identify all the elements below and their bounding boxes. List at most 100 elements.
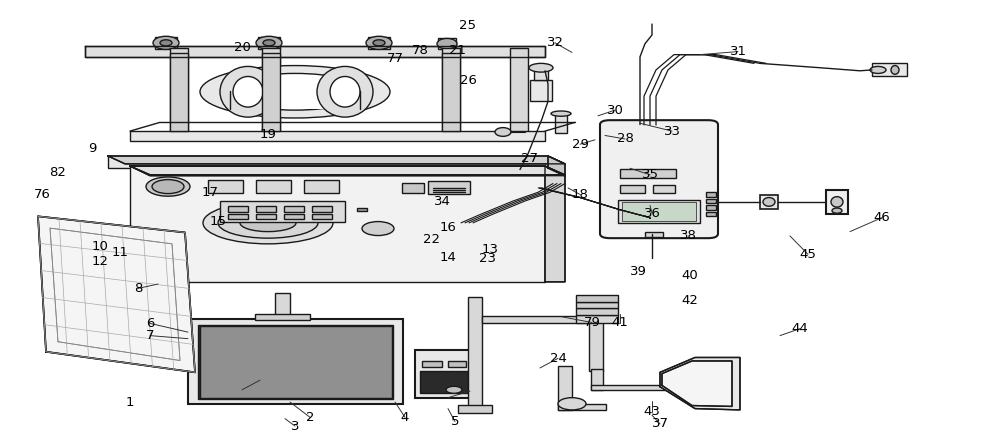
Text: 2: 2	[306, 411, 314, 424]
Ellipse shape	[225, 73, 365, 110]
Polygon shape	[548, 156, 565, 176]
Ellipse shape	[152, 180, 184, 194]
Text: 10: 10	[92, 240, 108, 253]
Bar	[258, 37, 280, 49]
Bar	[304, 180, 339, 193]
Bar	[312, 214, 332, 219]
Bar	[428, 181, 470, 194]
Ellipse shape	[437, 38, 457, 49]
Bar	[482, 316, 597, 323]
Bar	[706, 199, 716, 203]
Bar	[591, 369, 603, 390]
Bar	[706, 205, 716, 210]
Text: 36: 36	[644, 207, 660, 220]
Bar	[256, 206, 276, 212]
Text: 43: 43	[644, 405, 660, 418]
Bar	[510, 48, 528, 133]
Bar	[555, 114, 567, 133]
Text: 16: 16	[440, 221, 456, 234]
Ellipse shape	[263, 40, 275, 46]
Bar	[108, 156, 548, 168]
Text: 11: 11	[112, 246, 128, 259]
Bar	[576, 302, 618, 308]
Bar	[458, 405, 492, 413]
Text: 21: 21	[450, 44, 466, 57]
Bar	[402, 183, 424, 193]
Bar	[284, 214, 304, 219]
Bar	[576, 295, 618, 302]
Text: 17: 17	[202, 186, 218, 199]
Bar	[170, 48, 188, 133]
Ellipse shape	[240, 214, 296, 232]
Ellipse shape	[891, 66, 899, 74]
Bar	[262, 53, 280, 131]
Bar	[415, 350, 473, 398]
Polygon shape	[660, 357, 740, 410]
Text: 9: 9	[88, 142, 96, 155]
FancyBboxPatch shape	[600, 120, 718, 238]
Text: 20: 20	[234, 41, 250, 54]
Ellipse shape	[446, 386, 462, 393]
Polygon shape	[130, 166, 565, 175]
Bar	[422, 361, 442, 367]
Text: 7: 7	[146, 329, 154, 342]
Bar	[255, 314, 310, 320]
Bar	[198, 325, 393, 399]
Ellipse shape	[832, 208, 842, 213]
Bar	[262, 48, 280, 133]
Ellipse shape	[220, 66, 276, 117]
Text: 29: 29	[572, 138, 588, 151]
Bar	[357, 208, 367, 211]
Ellipse shape	[763, 198, 775, 206]
Text: 22: 22	[424, 233, 440, 246]
Ellipse shape	[495, 128, 511, 136]
Bar	[620, 185, 645, 193]
Text: 42: 42	[682, 294, 698, 307]
Text: 37: 37	[652, 417, 668, 430]
Bar	[618, 200, 700, 223]
Text: 79: 79	[584, 316, 600, 329]
Text: 18: 18	[572, 188, 588, 201]
Ellipse shape	[558, 398, 586, 410]
Polygon shape	[108, 156, 565, 164]
Text: 13: 13	[482, 243, 498, 256]
Bar	[228, 214, 248, 219]
Text: 46: 46	[874, 211, 890, 224]
Bar	[188, 319, 403, 404]
Text: 45: 45	[800, 248, 816, 261]
Bar	[228, 206, 248, 212]
Bar	[312, 206, 332, 212]
Polygon shape	[545, 166, 565, 282]
Text: 26: 26	[460, 74, 476, 87]
Text: 82: 82	[50, 166, 66, 179]
Text: 3: 3	[291, 420, 299, 433]
Bar	[622, 202, 696, 221]
Polygon shape	[662, 361, 732, 406]
Text: 27: 27	[522, 152, 538, 165]
Ellipse shape	[529, 63, 553, 72]
Bar	[438, 38, 456, 49]
Bar	[530, 80, 552, 101]
Bar	[130, 131, 545, 141]
Bar	[368, 37, 390, 49]
Ellipse shape	[233, 76, 263, 107]
Bar	[576, 308, 618, 315]
Bar	[534, 69, 548, 80]
Text: 12: 12	[92, 255, 108, 268]
Text: 5: 5	[451, 415, 459, 428]
Ellipse shape	[146, 177, 190, 196]
Text: 8: 8	[134, 282, 142, 295]
Bar	[155, 37, 177, 49]
Text: 41: 41	[612, 316, 628, 329]
Bar	[442, 53, 460, 131]
Polygon shape	[85, 46, 545, 57]
Bar	[448, 361, 466, 367]
Bar	[826, 190, 848, 214]
Ellipse shape	[317, 66, 373, 117]
Bar	[256, 214, 276, 219]
Ellipse shape	[366, 36, 392, 49]
Polygon shape	[130, 166, 565, 176]
Text: 30: 30	[607, 104, 623, 117]
Ellipse shape	[153, 36, 179, 49]
Ellipse shape	[330, 76, 360, 107]
